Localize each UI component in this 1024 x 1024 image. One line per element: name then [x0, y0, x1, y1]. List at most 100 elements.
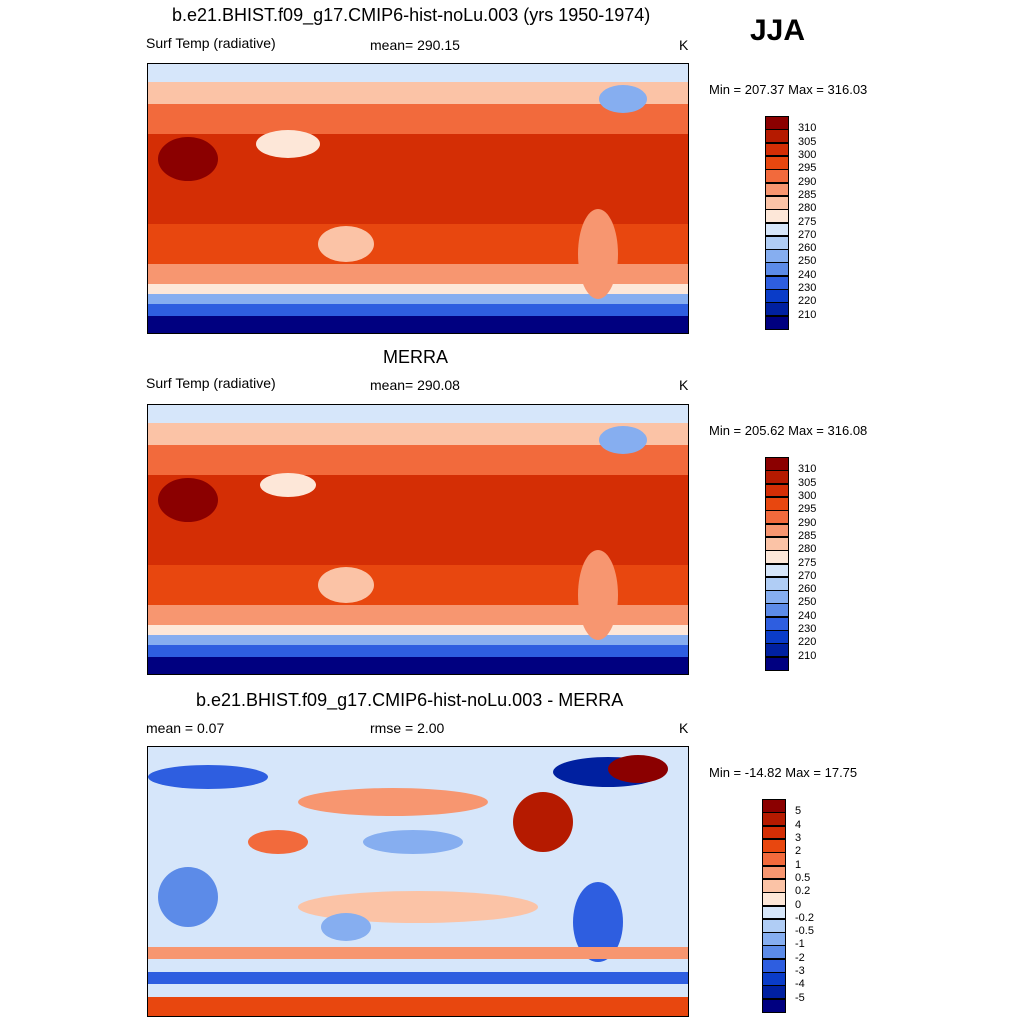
- panel-2-map: [147, 404, 689, 675]
- colorbar-tick-label: 0.2: [795, 885, 811, 898]
- panel-3-pacific-cool: [363, 830, 463, 854]
- colorbar-tick-label: 260: [798, 583, 817, 596]
- colorbar-swatch: [765, 603, 789, 618]
- colorbar-tick-label: 210: [798, 649, 817, 662]
- colorbar-tick-label: 280: [798, 543, 817, 556]
- colorbar-swatch: [762, 852, 786, 867]
- panel-3-africa-cold: [158, 867, 218, 927]
- colorbar-tick-label: -4: [795, 978, 805, 991]
- colorbar-tick-label: -3: [795, 965, 805, 978]
- colorbar-swatch: [765, 209, 789, 223]
- colorbar-swatch: [765, 155, 789, 170]
- panel-2-title: MERRA: [383, 347, 449, 367]
- panel-1-australia: [318, 226, 374, 262]
- colorbar-tick-label: 295: [798, 503, 817, 516]
- colorbar-swatch: [765, 616, 789, 631]
- colorbar-swatch: [762, 905, 786, 920]
- colorbar-swatch: [765, 142, 789, 157]
- colorbar-swatch: [765, 536, 789, 551]
- colorbar-swatch: [762, 838, 786, 853]
- panel-1-antarctic-coast-band: [148, 304, 688, 316]
- panel-3-map: [147, 746, 689, 1017]
- colorbar-tick-label: 210: [798, 308, 817, 321]
- colorbar-swatch: [765, 289, 789, 303]
- panel-1-high-lat-band: [148, 82, 688, 104]
- colorbar-swatch: [762, 892, 786, 906]
- colorbar-swatch: [765, 116, 789, 130]
- panel-2-greenland: [599, 426, 647, 454]
- panel-1-tropical-band: [148, 134, 688, 224]
- panel-2-southern-ocean-band: [148, 635, 688, 645]
- colorbar-swatch: [762, 945, 786, 960]
- panel-2-sahara: [158, 478, 218, 522]
- colorbar-tick-label: 0: [795, 898, 802, 911]
- panel-2-australia: [318, 567, 374, 603]
- panel-1-units: K: [679, 37, 689, 53]
- colorbar-swatch: [765, 222, 789, 237]
- colorbar-tick-label: 295: [798, 162, 817, 175]
- panel-3-units: K: [679, 720, 689, 736]
- colorbar-tick-label: 230: [798, 623, 817, 636]
- colorbar-tick-label: 285: [798, 188, 817, 201]
- colorbar-tick-label: 275: [798, 556, 817, 569]
- colorbar-tick-label: 240: [798, 609, 817, 622]
- colorbar-tick-label: 260: [798, 242, 817, 255]
- colorbar-swatch: [762, 865, 786, 880]
- panel-2-south-america: [578, 550, 618, 640]
- panel-3-map-svg: [148, 747, 688, 1016]
- colorbar-tick-label: 230: [798, 282, 817, 295]
- panel-2-tropical-band: [148, 475, 688, 565]
- colorbar-tick-label: 310: [798, 122, 817, 135]
- colorbar-tick-label: 290: [798, 516, 817, 529]
- panel-2-mean-label: mean= 290.08: [370, 377, 460, 393]
- panel-1-south-mid-band: [148, 264, 688, 284]
- colorbar-swatch: [765, 470, 789, 485]
- colorbar-tick-label: 310: [798, 463, 817, 476]
- colorbar-swatch: [762, 958, 786, 973]
- colorbar-swatch: [762, 812, 786, 827]
- panel-2-tibet: [260, 473, 316, 497]
- panel-2-south-mid-band: [148, 605, 688, 625]
- colorbar-swatch: [765, 315, 789, 330]
- colorbar-swatch: [765, 496, 789, 511]
- panel-2-variable-label: Surf Temp (radiative): [146, 375, 276, 391]
- colorbar-tick-label: 1: [795, 858, 802, 871]
- colorbar-swatch: [765, 457, 789, 471]
- colorbar-swatch: [765, 182, 789, 197]
- colorbar-tick-label: 220: [798, 295, 817, 308]
- panel-1-minmax: Min = 207.37 Max = 316.03: [709, 82, 868, 97]
- colorbar-tick-label: 285: [798, 529, 817, 542]
- panel-2-units: K: [679, 377, 689, 393]
- panel-2-high-lat-band: [148, 423, 688, 445]
- colorbar-tick-label: 0.5: [795, 871, 811, 884]
- panel-3-colorbar: 5 4 3 2 1 0.5 0.2 0 -0.2 -0.5 -1 -2 -3 -4 -5: [762, 799, 814, 1013]
- colorbar-swatch: [765, 262, 789, 277]
- colorbar-tick-label: 250: [798, 255, 817, 268]
- colorbar-swatch: [765, 590, 789, 604]
- panel-2-colorbar: 310 305 300 295 290 285 280 275 270 260 250 240 230 2…: [765, 457, 816, 671]
- colorbar-swatch: [765, 249, 789, 263]
- panel-3-greenland-warm: [608, 755, 668, 783]
- colorbar-tick-label: 2: [795, 845, 802, 858]
- colorbar-tick-label: 4: [795, 818, 802, 831]
- panel-2-map-svg: [148, 405, 688, 674]
- colorbar-tick-label: 250: [798, 596, 817, 609]
- panel-1-south-cool-band: [148, 284, 688, 294]
- panel-3-siberia-cold: [148, 765, 268, 789]
- colorbar-tick-label: 220: [798, 636, 817, 649]
- panel-1-colorbar: 310 305 300 295 290 285 280 275 270 260 250 240 230 2…: [765, 116, 816, 330]
- panel-1-tibet: [256, 130, 320, 158]
- panel-1-south-america: [578, 209, 618, 299]
- colorbar-swatch: [762, 799, 786, 813]
- panel-1-greenland: [599, 85, 647, 113]
- panel-3-antarctica-warm: [148, 997, 688, 1016]
- colorbar-tick-label: 290: [798, 175, 817, 188]
- panel-1-arctic-band: [148, 64, 688, 82]
- panel-3-southern-warm-band: [148, 947, 688, 959]
- colorbar-tick-label: -0.2: [795, 911, 814, 924]
- colorbar-tick-label: -2: [795, 951, 805, 964]
- colorbar-swatch: [762, 998, 786, 1013]
- colorbar-swatch: [765, 235, 789, 250]
- panel-1-map: [147, 63, 689, 334]
- colorbar-swatch: [765, 630, 789, 644]
